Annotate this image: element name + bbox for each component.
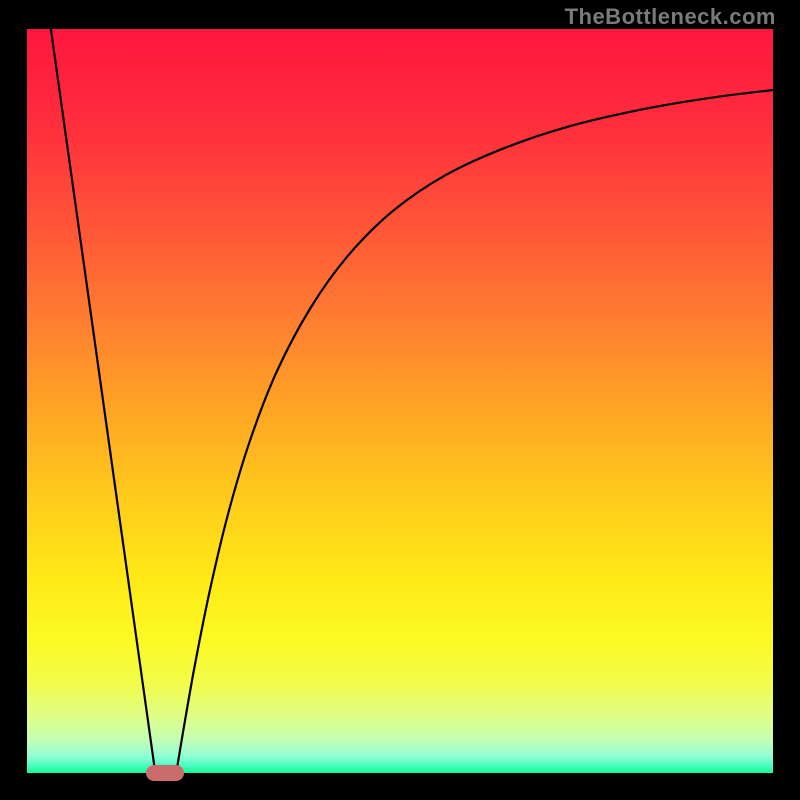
plot-area — [27, 29, 773, 773]
chart-container: TheBottleneck.com — [0, 0, 800, 800]
minimum-marker — [146, 765, 184, 781]
watermark-text: TheBottleneck.com — [565, 4, 776, 30]
